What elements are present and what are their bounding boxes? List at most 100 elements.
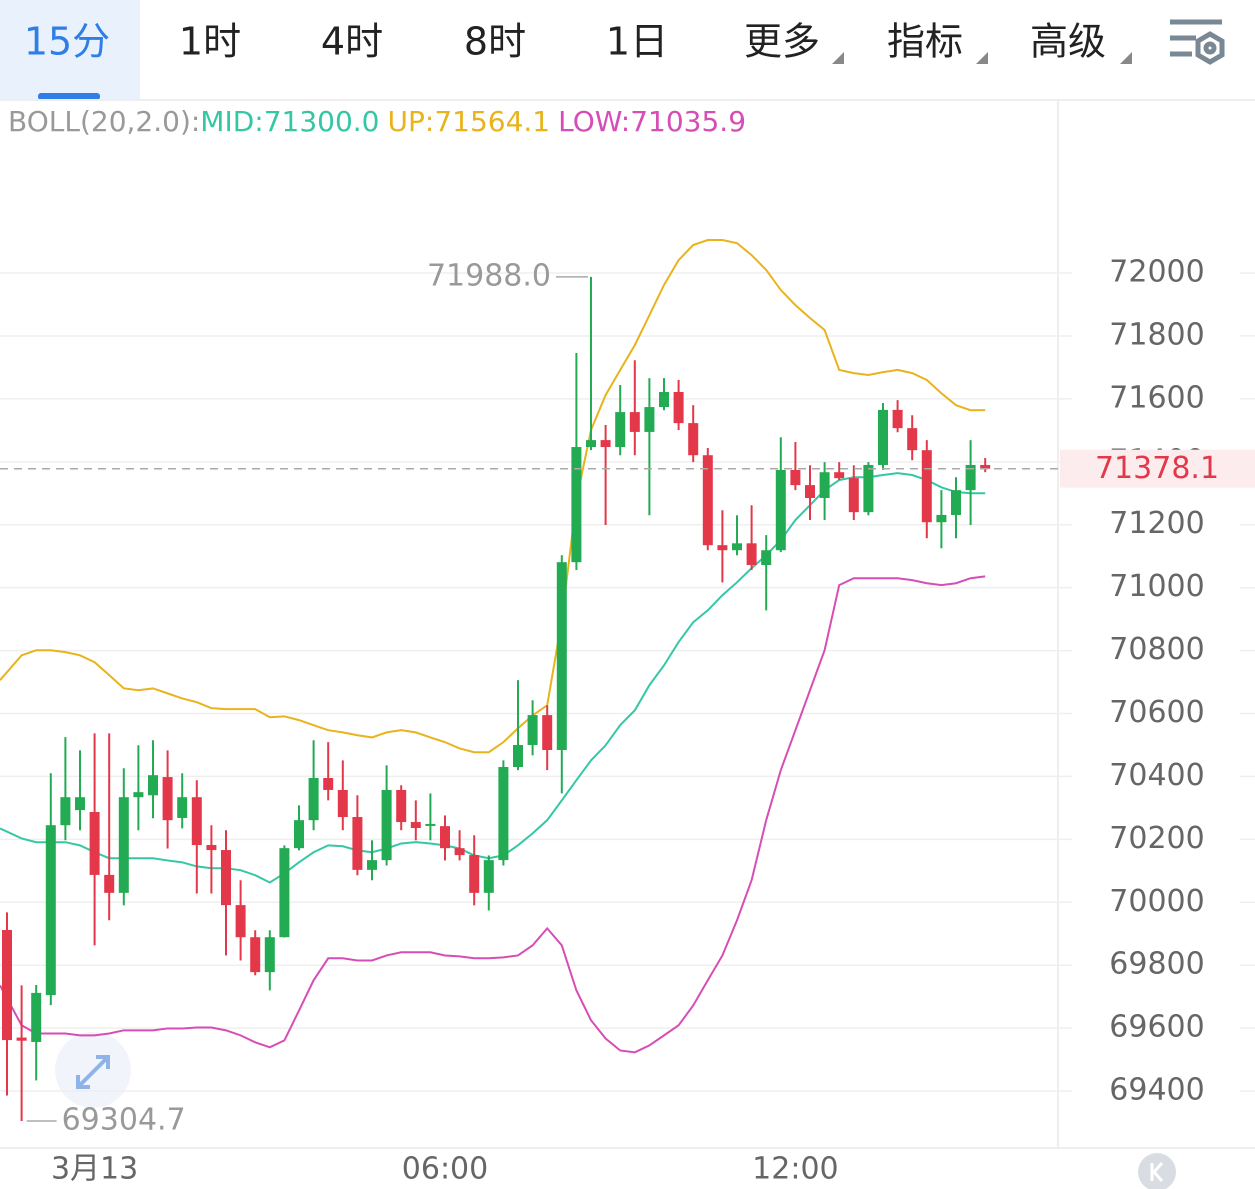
candle-body bbox=[206, 845, 217, 851]
tab[interactable]: 8时 bbox=[464, 20, 526, 64]
candle-body bbox=[732, 543, 742, 551]
indicator-legend: BOLL(20,2.0):MID:71300.0 UP:71564.1 LOW:71… bbox=[8, 105, 746, 138]
tab[interactable]: 指标 bbox=[887, 20, 963, 64]
candle-body bbox=[45, 825, 56, 996]
candle-body bbox=[440, 826, 450, 849]
candle-body bbox=[586, 440, 596, 448]
tab[interactable]: 15分 bbox=[24, 20, 110, 64]
candle-body bbox=[75, 797, 85, 811]
tab[interactable]: 1日 bbox=[606, 20, 668, 64]
candle-body bbox=[629, 412, 640, 432]
candle-body bbox=[921, 450, 932, 523]
candle-body bbox=[834, 472, 845, 479]
y-tick-label: 71200 bbox=[1109, 506, 1204, 541]
active-tab-indicator bbox=[38, 93, 100, 100]
max-label: 71988.0 bbox=[427, 258, 551, 293]
y-tick-label: 69600 bbox=[1109, 1010, 1204, 1045]
dropdown-caret bbox=[976, 52, 988, 64]
candle-body bbox=[746, 543, 757, 566]
candle-body bbox=[381, 789, 392, 861]
candle-body bbox=[308, 778, 319, 821]
candle-body bbox=[878, 409, 888, 465]
y-tick-label: 71000 bbox=[1109, 569, 1204, 604]
candle-body bbox=[790, 469, 801, 486]
candle-body bbox=[775, 469, 786, 551]
candle-body bbox=[133, 792, 144, 798]
candle-body bbox=[279, 848, 290, 938]
candle-body bbox=[980, 464, 991, 469]
candle-body bbox=[615, 412, 626, 448]
candle-body bbox=[673, 391, 684, 424]
candle-body bbox=[454, 848, 465, 856]
candle-body bbox=[2, 929, 12, 1041]
candle-body bbox=[148, 775, 158, 796]
candle-body bbox=[250, 937, 261, 973]
band-line bbox=[0, 575, 986, 1054]
dropdown-caret bbox=[832, 52, 844, 64]
x-tick-label: 3月13 bbox=[51, 1152, 138, 1187]
x-tick-label: 12:00 bbox=[752, 1152, 838, 1187]
y-tick-label: 71600 bbox=[1109, 380, 1204, 415]
candle-body bbox=[235, 905, 246, 938]
last-price-label: 71378.1 bbox=[1095, 451, 1219, 486]
candle-body bbox=[513, 744, 523, 767]
candle-body bbox=[600, 440, 611, 448]
candle-body bbox=[323, 778, 334, 790]
y-tick-label: 69400 bbox=[1109, 1073, 1204, 1108]
candle-body bbox=[571, 447, 582, 563]
tab[interactable]: 1时 bbox=[179, 20, 241, 64]
candle-body bbox=[191, 797, 202, 846]
candle-body bbox=[367, 860, 377, 870]
candle-body bbox=[425, 823, 436, 826]
candle-body bbox=[936, 514, 947, 523]
y-tick-label: 70000 bbox=[1109, 884, 1204, 919]
candle-body bbox=[761, 550, 772, 566]
settings-icon[interactable] bbox=[1170, 19, 1225, 65]
candle-body bbox=[907, 428, 918, 451]
legend-entry: LOW:71035.9 bbox=[558, 105, 746, 138]
candle-body bbox=[162, 777, 173, 821]
candle-body bbox=[104, 874, 115, 893]
candle-body bbox=[556, 562, 567, 751]
band-line bbox=[0, 239, 986, 754]
candle-body bbox=[965, 464, 976, 491]
active-tab-bg bbox=[0, 0, 140, 100]
y-tick-label: 69800 bbox=[1109, 947, 1204, 982]
candle-body bbox=[542, 715, 553, 751]
candle-body bbox=[702, 455, 713, 546]
min-label: 69304.7 bbox=[62, 1103, 186, 1138]
y-tick-label: 70800 bbox=[1109, 632, 1204, 667]
candle-body bbox=[118, 797, 129, 893]
y-tick-label: 71800 bbox=[1109, 317, 1204, 352]
candle-body bbox=[410, 822, 421, 829]
candle-body bbox=[31, 992, 42, 1042]
y-tick-label: 72000 bbox=[1109, 255, 1204, 290]
candle-body bbox=[177, 797, 188, 818]
tab[interactable]: 高级 bbox=[1030, 20, 1106, 64]
scroll-end-button[interactable] bbox=[1138, 1153, 1176, 1189]
y-tick-label: 70400 bbox=[1109, 758, 1204, 793]
plot bbox=[0, 239, 991, 1122]
tab[interactable]: 4时 bbox=[321, 20, 383, 64]
candle-body bbox=[352, 817, 363, 870]
candle-body bbox=[659, 391, 669, 408]
candle-body bbox=[469, 855, 480, 893]
candle-body bbox=[644, 407, 655, 432]
candle-body bbox=[527, 715, 538, 745]
dropdown-caret bbox=[1120, 52, 1132, 64]
candle-body bbox=[498, 766, 509, 861]
last-price-box bbox=[1060, 449, 1255, 488]
candle-body bbox=[483, 860, 494, 893]
x-tick-label: 06:00 bbox=[402, 1152, 488, 1187]
candle-body bbox=[688, 423, 699, 456]
tab[interactable]: 更多 bbox=[744, 20, 820, 64]
expand-icon[interactable] bbox=[55, 1032, 131, 1108]
legend-entry: UP:71564.1 bbox=[388, 105, 551, 138]
y-tick-label: 70200 bbox=[1109, 821, 1204, 856]
candle-body bbox=[337, 789, 348, 818]
candle-body bbox=[221, 850, 231, 906]
candle-body bbox=[863, 464, 874, 513]
candle-body bbox=[16, 1037, 27, 1041]
